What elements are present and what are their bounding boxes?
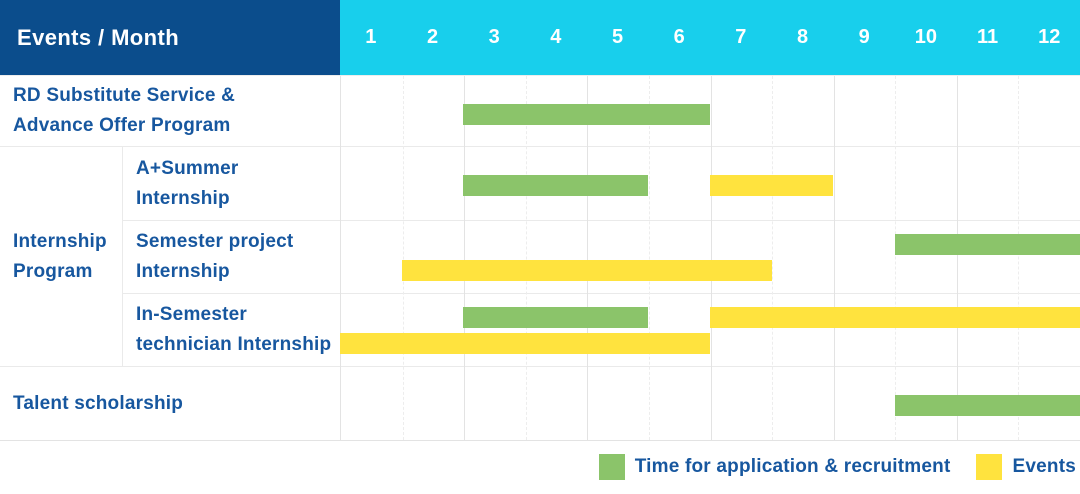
month-label: 9	[858, 26, 870, 48]
gantt-bar-green	[895, 395, 1080, 416]
month-label: 10	[914, 26, 937, 48]
gantt-bar-green	[463, 104, 710, 125]
legend-item-application-recruitment: Time for application & recruitment	[598, 454, 951, 480]
month-gridline	[1018, 76, 1020, 440]
bar-area	[340, 147, 1080, 220]
row-semester-project-internship: Semester project Internship	[122, 220, 1080, 293]
legend-item-events: Events	[976, 454, 1076, 480]
month-gridline	[464, 76, 466, 440]
row-label: Semester project Internship	[136, 231, 294, 282]
legend-label: Time for application & recruitment	[634, 456, 951, 477]
bar-area	[340, 221, 1080, 293]
month-gridline	[587, 76, 589, 440]
month-label: 7	[735, 26, 747, 48]
gantt-bar-yellow	[710, 175, 834, 196]
month-gridline	[833, 76, 835, 440]
gantt-bar-green	[463, 175, 649, 196]
month-label: 12	[1038, 26, 1061, 48]
table-body: RD Substitute Service & Advance Offer Pro…	[0, 75, 1080, 441]
bar-area	[340, 294, 1080, 366]
group-rows: A+Summer Internship Semester project Inter…	[122, 147, 1080, 366]
row-label-cell: Talent scholarship	[0, 367, 340, 440]
month-gridlines	[340, 76, 1080, 440]
row-label-cell: A+Summer Internship	[122, 147, 340, 220]
month-gridline	[895, 76, 897, 440]
group-label: Internship Program	[13, 230, 107, 282]
row-group-internship-program: Internship Program A+Summer Internship Sem…	[0, 146, 1080, 367]
month-gridline	[956, 76, 958, 440]
row-rd-substitute-service: RD Substitute Service & Advance Offer Pro…	[0, 76, 1080, 146]
row-label: RD Substitute Service & Advance Offer Pro…	[13, 85, 236, 136]
months-row: 1 2 3 4 5 6 7 8 9 10 11 12	[340, 0, 1080, 75]
gantt-bar-yellow	[401, 260, 772, 281]
gantt-bar-green	[463, 307, 649, 328]
row-label-cell: RD Substitute Service & Advance Offer Pro…	[0, 76, 340, 146]
row-label-cell: Semester project Internship	[122, 221, 340, 293]
month-label: 8	[796, 26, 809, 48]
month-gridline	[525, 76, 527, 440]
bar-area	[340, 76, 1080, 146]
month-gridline	[648, 76, 650, 440]
header-row: Events / Month 1 2 3 4 5 6 7 8 9 10 11 12	[0, 0, 1080, 75]
gantt-bar-yellow	[710, 307, 1080, 328]
month-label: 5	[611, 26, 624, 48]
month-label: 3	[488, 26, 500, 48]
table-title: Events / Month	[0, 0, 340, 75]
month-label: 2	[426, 26, 439, 48]
legend: Time for application & recruitment Event…	[0, 441, 1080, 493]
row-a-plus-summer-internship: A+Summer Internship	[122, 147, 1080, 220]
row-label-cell: In-Semester technician Internship	[122, 294, 340, 366]
row-in-semester-technician-internship: In-Semester technician Internship	[122, 293, 1080, 366]
month-gridline	[772, 76, 774, 440]
month-label: 1	[365, 26, 377, 48]
month-label: 4	[550, 26, 562, 48]
gantt-bar-green	[895, 234, 1080, 255]
row-talent-scholarship: Talent scholarship	[0, 367, 1080, 440]
month-gridline	[710, 76, 712, 440]
row-label: In-Semester technician Internship	[136, 304, 332, 355]
legend-swatch-green	[598, 454, 625, 480]
gantt-bar-yellow	[340, 333, 710, 354]
month-gridline	[402, 76, 404, 440]
group-label-cell: Internship Program	[0, 147, 122, 366]
month-label: 11	[976, 26, 999, 48]
legend-swatch-yellow	[976, 454, 1003, 480]
bar-area	[340, 367, 1080, 440]
legend-label: Events	[1012, 456, 1076, 477]
row-label: Talent scholarship	[13, 392, 184, 414]
month-label: 6	[673, 26, 685, 48]
gantt-table: Events / Month 1 2 3 4 5 6 7 8 9 10 11 12 RD Substi…	[0, 0, 1080, 441]
row-label: A+Summer Internship	[136, 157, 239, 209]
